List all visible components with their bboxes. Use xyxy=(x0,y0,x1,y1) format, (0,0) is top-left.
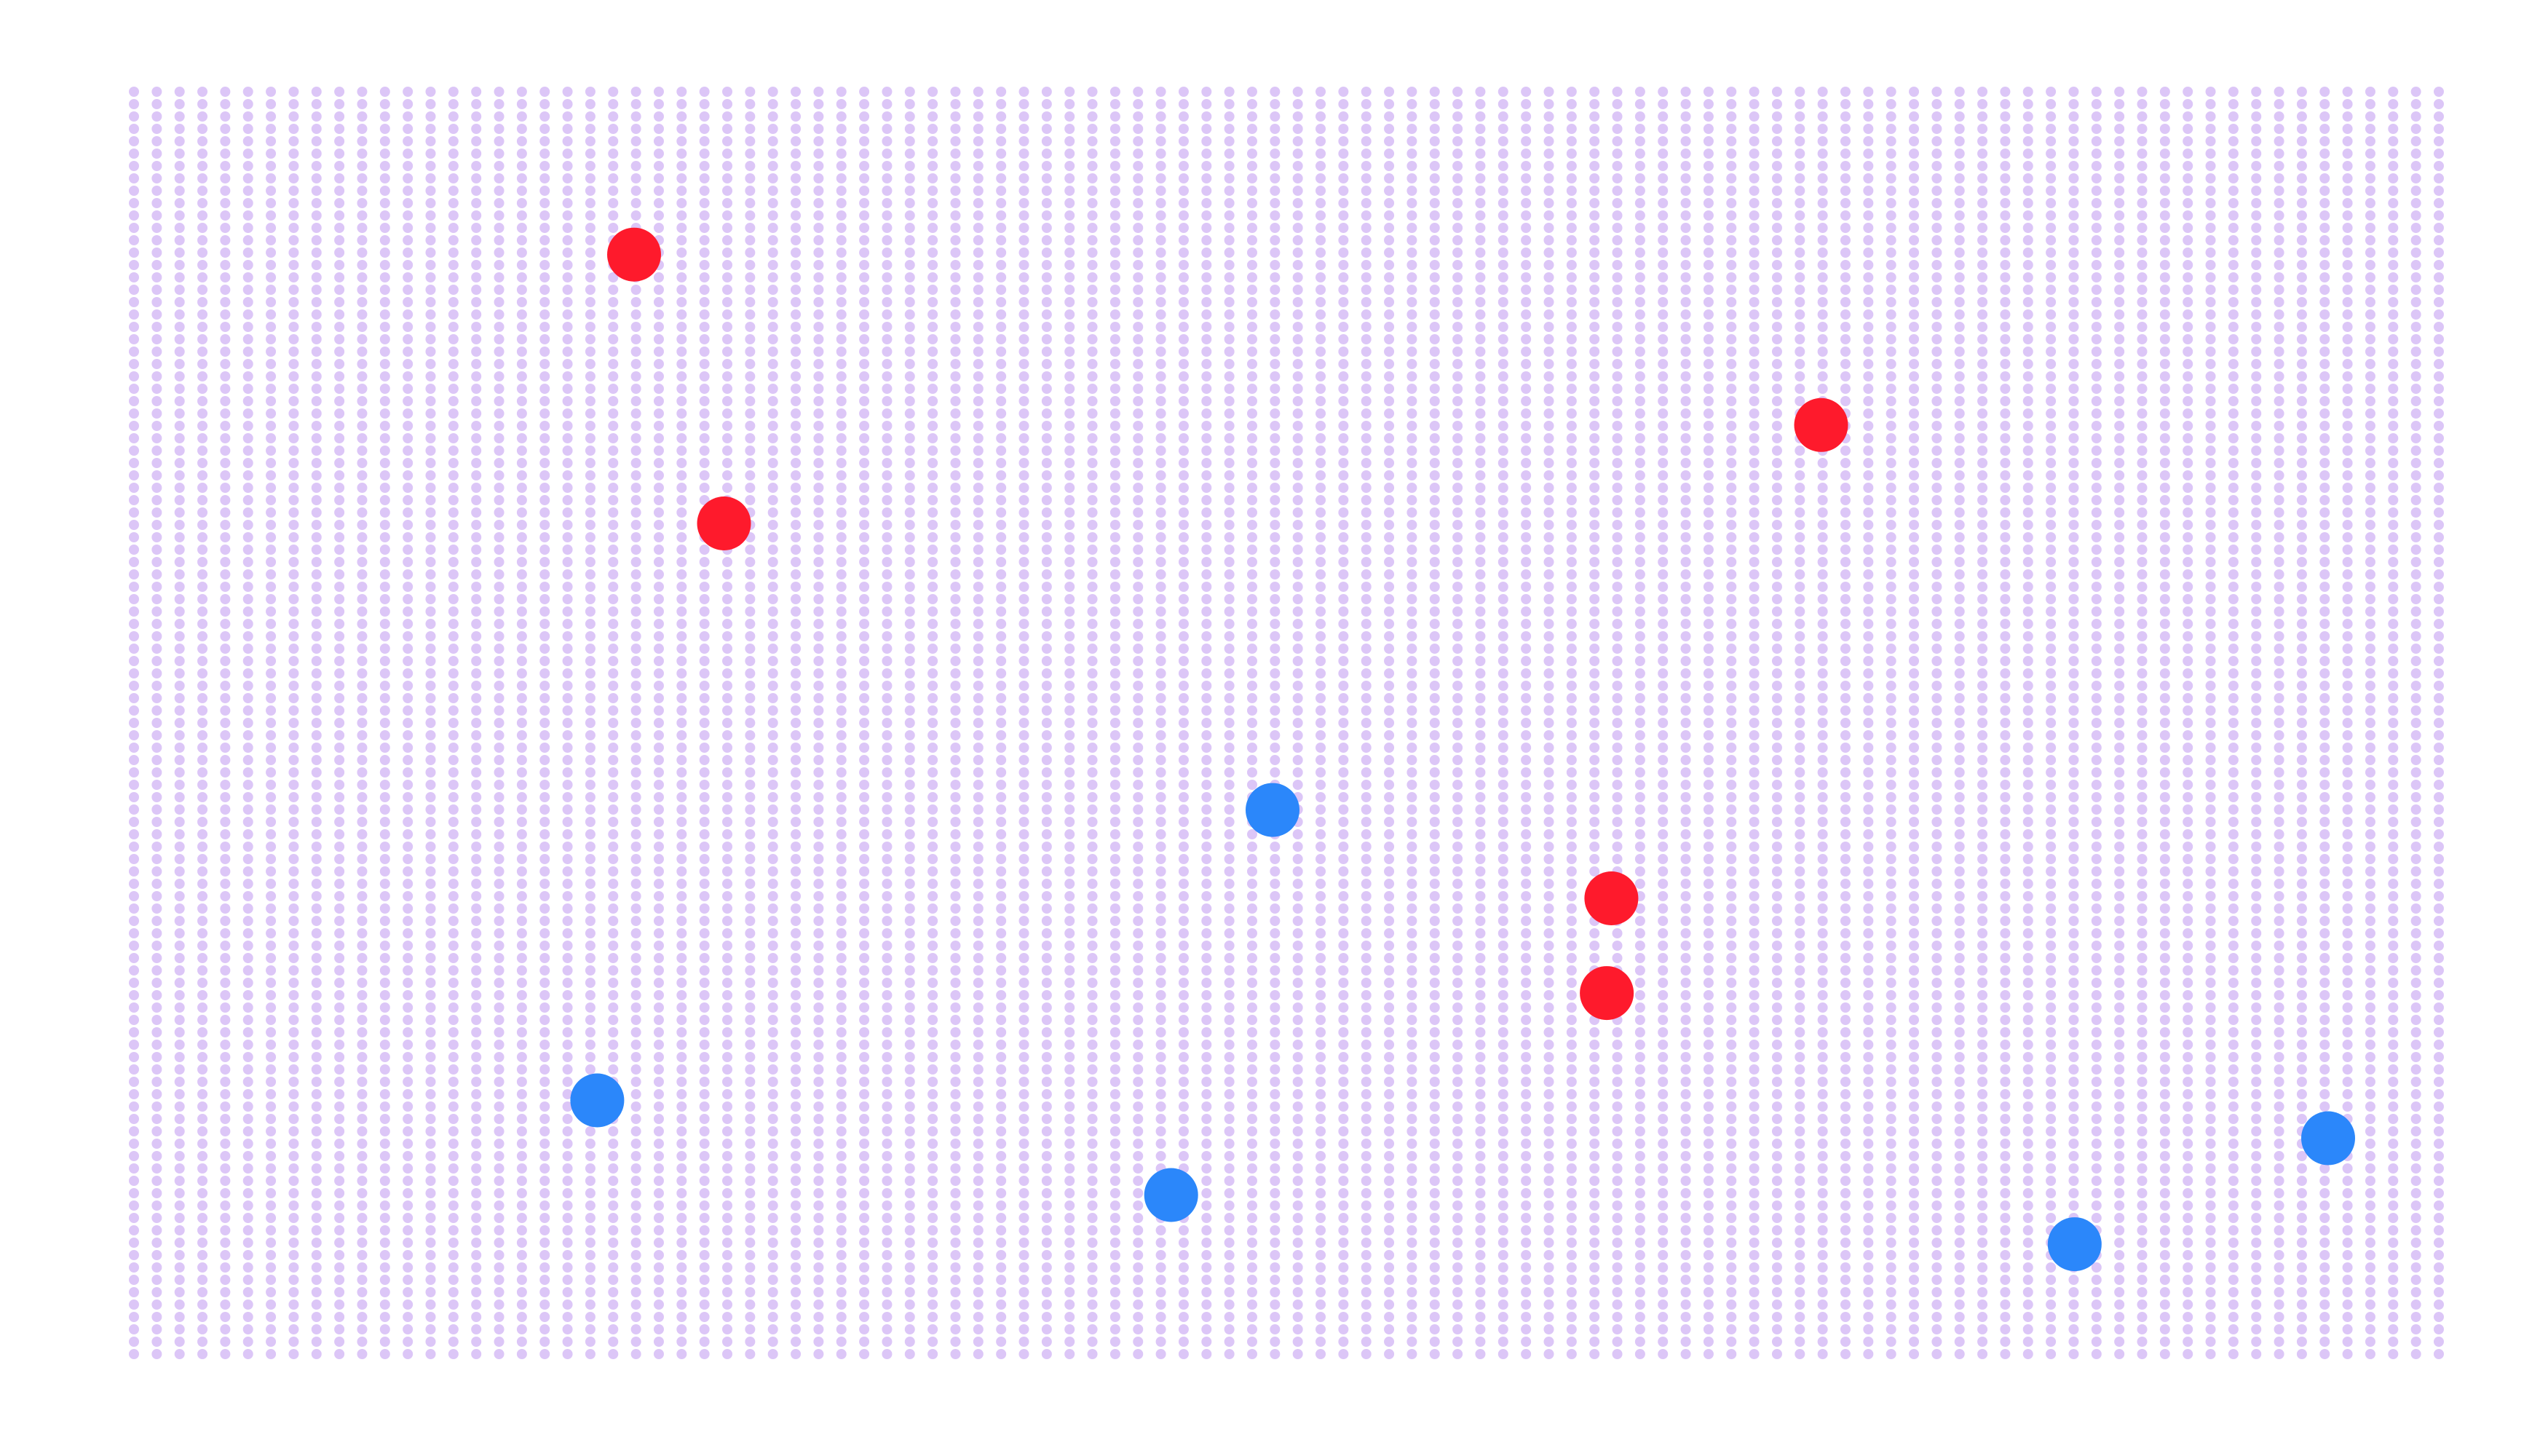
dot-grid-background xyxy=(129,87,2444,1359)
scatter-point-s0-4 xyxy=(1580,966,1634,1021)
scatter-point-s1-0 xyxy=(1246,783,1299,837)
scatter-point-s0-0 xyxy=(607,227,661,282)
data-points xyxy=(570,227,2355,1272)
scatter-point-s0-1 xyxy=(697,496,751,550)
scatter-point-s1-3 xyxy=(2047,1217,2102,1272)
scatter-point-s1-1 xyxy=(570,1073,625,1128)
scatter-point-s1-2 xyxy=(1144,1168,1198,1222)
scatter-point-s0-3 xyxy=(1584,871,1639,925)
scatter-point-s0-2 xyxy=(1794,397,1848,452)
scatter-point-s1-4 xyxy=(2301,1111,2355,1166)
